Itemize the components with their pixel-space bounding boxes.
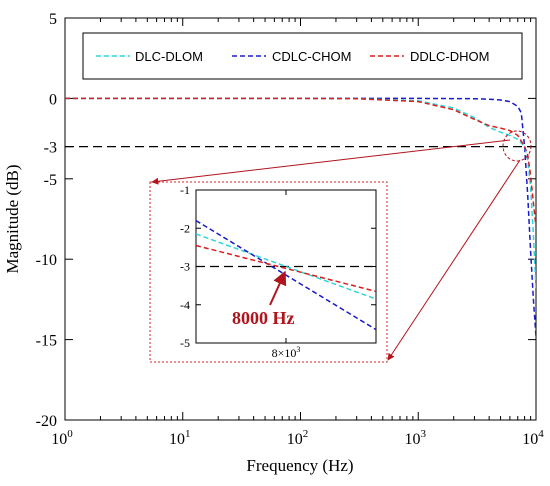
legend-box [82,32,523,80]
x-tick-label: 104 [522,428,544,448]
y-tick-label: -20 [36,413,57,430]
x-tick-label: 103 [405,428,427,448]
x-tick-labels: 100 101 102 103 104 [51,428,544,448]
y-tick-labels: 5 0 -3 -5 -10 -15 -20 [36,11,57,430]
y-axis-label: Magnitude (dB) [3,164,22,273]
inset-axis-ticks [196,189,376,344]
inset-y-tick-label: -4 [180,298,190,312]
inset-y-tick-label: -3 [180,260,190,274]
inset-y-tick-label: -1 [180,183,190,197]
x-tick-label: 102 [287,428,309,448]
y-tick-label: 5 [49,11,57,28]
series-line-dlc-dlom [65,97,536,289]
inset-y-tick-label: -2 [180,221,190,235]
inset-y-tick-labels: -1 -2 -3 -4 -5 [180,183,190,350]
inset-series-line-ddlc-dhom [196,244,376,293]
x-tick-label: 101 [169,428,191,448]
zoom-arrow-to-frame-corner [387,159,521,361]
y-tick-label: -5 [44,172,57,189]
y-tick-label: 0 [49,91,57,108]
y-tick-label: -10 [36,252,57,269]
legend: DLC-DLOM CDLC-CHOM DDLC-DHOM [82,32,523,80]
inset-x-label: 8×103 [272,345,301,360]
x-tick-label: 100 [51,428,73,448]
annotation-arrow [269,270,287,306]
inset-y-tick-label: -5 [180,336,190,350]
annotation-label: 8000 Hz [232,308,295,328]
x-axis-label: Frequency (Hz) [246,456,353,475]
series-line-ddlc-dhom [65,97,536,228]
inset-frame [149,181,388,363]
y-tick-label: -3 [44,140,57,157]
legend-label-dlc-dlom: DLC-DLOM [135,49,203,64]
legend-label-ddlc-dhom: DDLC-DHOM [410,49,489,64]
series-line-cdlc-chom [65,97,536,337]
legend-label-cdlc-chom: CDLC-CHOM [272,49,351,64]
zoom-arrow-to-frame [151,139,511,185]
y-tick-label: -15 [36,333,57,350]
zoom-circle [502,130,532,162]
